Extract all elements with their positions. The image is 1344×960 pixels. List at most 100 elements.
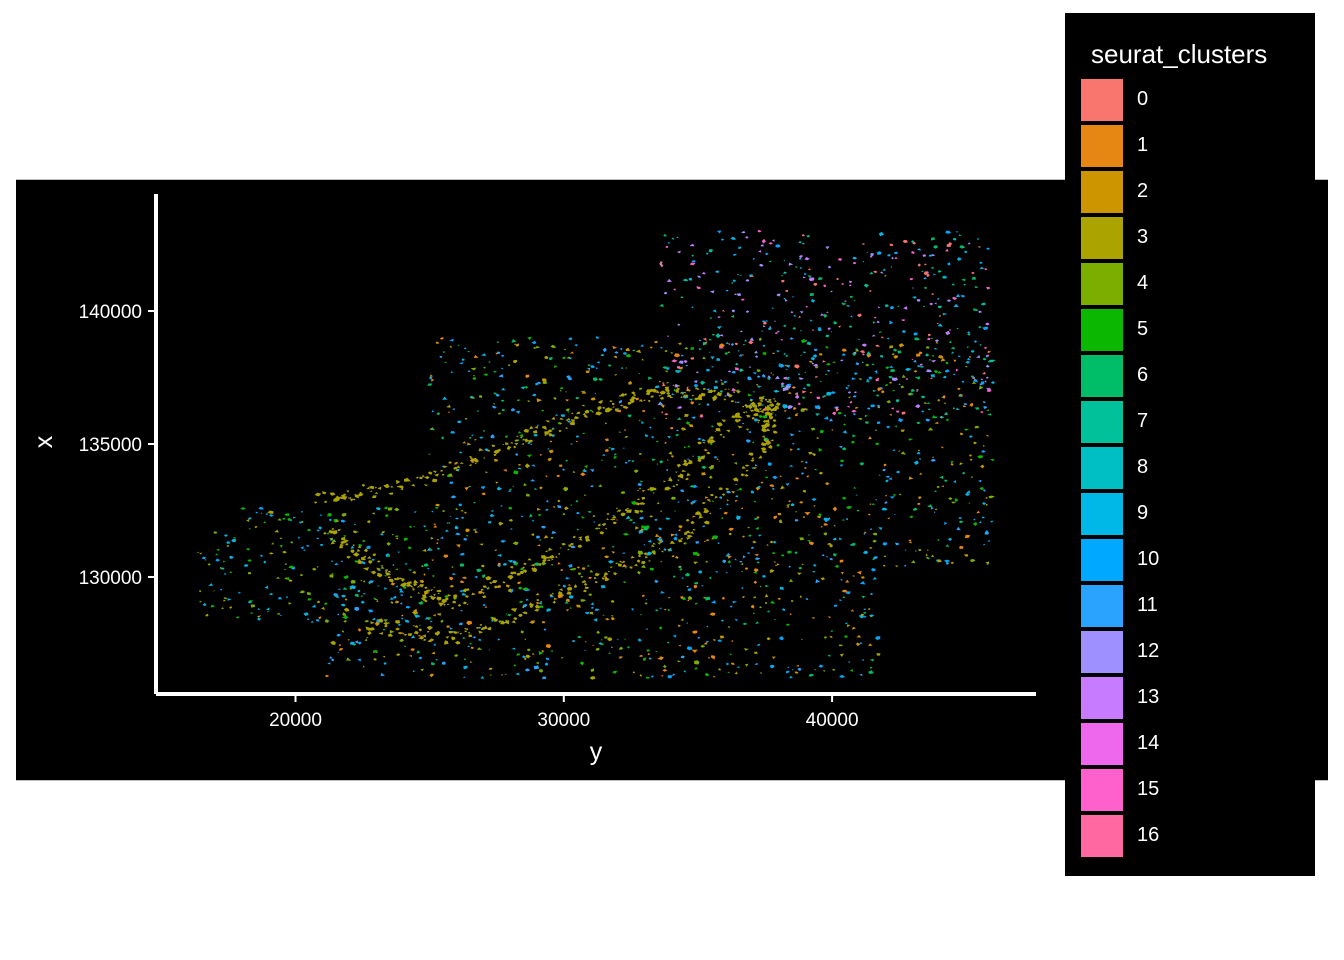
cell-point bbox=[346, 657, 352, 661]
cell-point bbox=[889, 381, 892, 384]
cell-point bbox=[776, 293, 781, 297]
cell-point bbox=[885, 479, 889, 483]
cell-point bbox=[811, 298, 816, 303]
cell-point bbox=[794, 519, 799, 522]
cell-point bbox=[715, 428, 721, 432]
cell-point bbox=[653, 487, 657, 491]
cell-point bbox=[753, 500, 757, 503]
cell-point bbox=[785, 623, 790, 626]
cell-point bbox=[719, 334, 724, 337]
cell-point bbox=[876, 251, 882, 255]
cell-point bbox=[778, 363, 781, 365]
cell-point bbox=[671, 555, 675, 558]
cell-point bbox=[727, 554, 732, 559]
cell-point bbox=[613, 465, 617, 468]
cell-point bbox=[706, 252, 709, 255]
cell-point bbox=[769, 664, 775, 669]
cell-point bbox=[737, 273, 739, 276]
cell-point bbox=[628, 380, 632, 385]
cell-point bbox=[979, 266, 985, 270]
cell-point bbox=[371, 495, 377, 499]
cell-point bbox=[443, 361, 448, 363]
cell-point bbox=[817, 515, 822, 519]
cell-point bbox=[955, 231, 959, 233]
cell-point bbox=[939, 475, 944, 479]
cell-point bbox=[561, 542, 566, 546]
cell-point bbox=[279, 615, 283, 617]
cell-point bbox=[734, 367, 739, 371]
cell-point bbox=[684, 413, 689, 417]
cell-point bbox=[371, 512, 376, 515]
cell-point bbox=[945, 330, 951, 336]
cell-point bbox=[777, 330, 780, 333]
cell-point bbox=[521, 655, 526, 659]
cell-point bbox=[354, 606, 360, 612]
cell-point bbox=[862, 243, 866, 245]
cell-point bbox=[611, 516, 617, 519]
cell-point bbox=[638, 372, 640, 375]
cell-point bbox=[725, 572, 728, 574]
cell-point bbox=[402, 586, 407, 589]
cell-point bbox=[377, 560, 381, 563]
cell-point bbox=[339, 545, 343, 549]
cell-point bbox=[774, 564, 777, 566]
cell-point bbox=[928, 358, 931, 361]
cell-point bbox=[959, 545, 964, 549]
cell-point bbox=[446, 522, 449, 524]
cell-point bbox=[911, 251, 915, 254]
cell-point bbox=[347, 639, 350, 641]
cell-point bbox=[756, 375, 761, 378]
cell-point bbox=[823, 517, 830, 522]
cell-point bbox=[524, 438, 528, 441]
cell-point bbox=[495, 352, 499, 355]
cell-point bbox=[838, 446, 843, 448]
cell-point bbox=[306, 592, 311, 596]
cell-point bbox=[804, 371, 806, 373]
cell-point bbox=[917, 449, 921, 452]
cell-point bbox=[764, 601, 768, 604]
cell-point bbox=[741, 231, 746, 234]
cell-point bbox=[350, 549, 355, 554]
cell-point bbox=[678, 360, 684, 364]
cell-point bbox=[593, 577, 597, 579]
cell-point bbox=[597, 484, 603, 487]
cell-point bbox=[462, 441, 466, 444]
cell-point bbox=[380, 533, 384, 536]
cell-point bbox=[536, 601, 540, 605]
cell-point bbox=[377, 618, 384, 623]
cell-point bbox=[448, 522, 451, 524]
cell-point bbox=[972, 378, 979, 383]
cell-point bbox=[889, 413, 892, 416]
cell-point bbox=[226, 545, 230, 547]
cell-point bbox=[759, 263, 764, 267]
cell-point bbox=[584, 641, 587, 643]
cell-point bbox=[729, 653, 733, 656]
cell-point bbox=[538, 669, 544, 673]
cell-point bbox=[199, 552, 202, 555]
cell-point bbox=[667, 335, 669, 337]
cell-point bbox=[884, 304, 889, 308]
cell-point bbox=[673, 536, 678, 541]
cell-point bbox=[721, 381, 725, 386]
cell-point bbox=[639, 528, 644, 532]
cell-point bbox=[289, 519, 293, 521]
cell-point bbox=[937, 539, 940, 541]
cell-point bbox=[342, 615, 349, 620]
cell-point bbox=[376, 573, 383, 578]
cell-point bbox=[817, 277, 823, 280]
cell-point bbox=[660, 510, 662, 512]
cell-point bbox=[677, 479, 680, 482]
cell-point bbox=[616, 519, 619, 521]
cell-point bbox=[711, 334, 715, 336]
cell-point bbox=[590, 602, 594, 606]
cell-point bbox=[774, 375, 780, 380]
cell-point bbox=[257, 615, 262, 618]
cell-point bbox=[525, 493, 530, 497]
cell-point bbox=[806, 383, 811, 387]
cell-point bbox=[934, 508, 938, 511]
cell-point bbox=[257, 608, 261, 610]
cell-point bbox=[772, 475, 778, 480]
cell-point bbox=[734, 293, 737, 296]
cell-point bbox=[531, 464, 536, 467]
cell-point bbox=[929, 377, 933, 380]
